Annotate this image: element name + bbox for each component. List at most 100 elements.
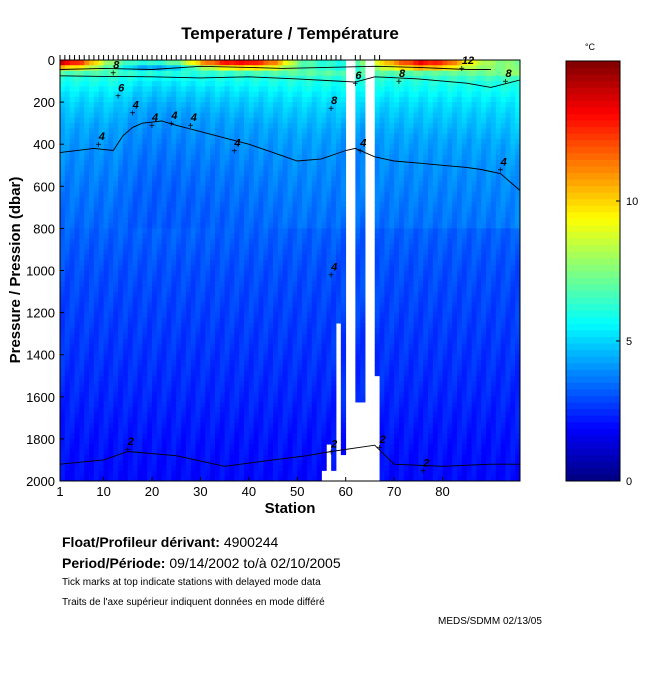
heatmap-cell — [379, 459, 385, 466]
heatmap-cell — [190, 449, 196, 456]
heatmap-cell — [292, 359, 298, 366]
heatmap-cell — [282, 307, 288, 313]
heatmap-cell — [156, 354, 163, 361]
heatmap-cell — [302, 359, 308, 366]
heatmap-cell — [74, 349, 80, 356]
heatmap-cell — [132, 244, 138, 250]
heatmap-cell — [282, 254, 288, 261]
heatmap-cell — [171, 217, 177, 224]
heatmap-cell — [297, 254, 303, 261]
heatmap-cell — [181, 265, 187, 271]
heatmap-cell — [258, 359, 264, 366]
heatmap-cell — [210, 433, 216, 440]
heatmap-cell — [379, 138, 385, 145]
heatmap-cell — [79, 317, 85, 324]
heatmap-cell — [118, 381, 124, 387]
heatmap-cell — [258, 191, 264, 198]
heatmap-cell — [74, 323, 80, 329]
heatmap-cell — [156, 470, 163, 477]
heatmap-cell — [374, 149, 380, 156]
heatmap-cell — [181, 438, 187, 445]
heatmap-cell — [374, 207, 380, 214]
heatmap-cell — [185, 444, 192, 450]
heatmap-cell — [277, 370, 284, 377]
heatmap-cell — [142, 381, 148, 387]
heatmap-cell — [89, 333, 95, 340]
heatmap-cell — [282, 323, 288, 329]
heatmap-cell — [200, 454, 206, 461]
heatmap-cell — [156, 254, 163, 261]
heatmap-cell — [176, 202, 182, 208]
heatmap-cell — [156, 144, 163, 150]
heatmap-cell — [326, 407, 332, 413]
heatmap-cell — [355, 149, 361, 156]
heatmap-cell — [340, 112, 347, 119]
heatmap-cell — [326, 338, 332, 345]
heatmap-cell — [326, 312, 332, 319]
heatmap-cell — [311, 238, 318, 245]
heatmap-cell — [302, 402, 308, 408]
heatmap-cell — [302, 81, 308, 87]
heatmap-cell — [122, 133, 129, 140]
heatmap-cell — [214, 159, 221, 166]
heatmap-cell — [89, 286, 95, 292]
heatmap-cell — [360, 128, 366, 135]
heatmap-cell — [234, 259, 240, 266]
heatmap-cell — [181, 138, 187, 145]
heatmap-cell — [108, 86, 114, 92]
heatmap-cell — [229, 154, 235, 161]
heatmap-cell — [282, 70, 288, 77]
heatmap-cell — [166, 217, 172, 224]
heatmap-cell — [171, 354, 177, 361]
heatmap-cell — [268, 423, 274, 429]
heatmap-cell — [297, 275, 303, 282]
heatmap-cell — [152, 433, 158, 440]
heatmap-cell — [210, 170, 216, 177]
heatmap-cell — [103, 170, 109, 177]
heatmap-cell — [205, 60, 211, 66]
heatmap-cell — [142, 244, 148, 250]
heatmap-cell — [273, 86, 279, 92]
heatmap-cell — [311, 370, 318, 377]
heatmap-cell — [190, 244, 196, 250]
heatmap-cell — [306, 123, 313, 129]
heatmap-cell — [60, 349, 66, 356]
heatmap-cell — [79, 233, 85, 240]
heatmap-cell — [302, 107, 308, 114]
heatmap-cell — [234, 60, 240, 66]
heatmap-cell — [137, 60, 143, 66]
heatmap-cell — [74, 233, 80, 240]
heatmap-cell — [171, 428, 177, 435]
heatmap-cell — [374, 249, 380, 256]
heatmap-cell — [258, 454, 264, 461]
heatmap-cell — [93, 265, 100, 271]
heatmap-cell — [336, 286, 342, 292]
heatmap-cell — [195, 91, 201, 98]
heatmap-cell — [248, 296, 255, 303]
heatmap-cell — [248, 338, 255, 345]
heatmap-cell — [190, 402, 196, 408]
heatmap-cell — [292, 375, 298, 382]
heatmap-cell — [355, 112, 361, 119]
heatmap-cell — [69, 428, 75, 435]
heatmap-cell — [74, 359, 80, 366]
heatmap-cell — [273, 133, 279, 140]
heatmap-cell — [127, 170, 134, 177]
chart-title: Temperature / Température — [181, 24, 399, 43]
heatmap-cell — [253, 307, 259, 313]
heatmap-cell — [152, 338, 158, 345]
heatmap-cell — [98, 470, 104, 477]
heatmap-cell — [127, 112, 134, 119]
heatmap-cell — [89, 444, 95, 450]
heatmap-cell — [287, 470, 293, 477]
heatmap-cell — [302, 333, 308, 340]
heatmap-cell — [214, 386, 221, 392]
heatmap-cell — [282, 438, 288, 445]
heatmap-cell — [152, 223, 158, 229]
heatmap-cell — [277, 465, 284, 471]
heatmap-cell — [306, 244, 313, 250]
heatmap-cell — [132, 217, 138, 224]
heatmap-cell — [127, 186, 134, 192]
heatmap-cell — [384, 212, 390, 219]
heatmap-cell — [200, 81, 206, 87]
